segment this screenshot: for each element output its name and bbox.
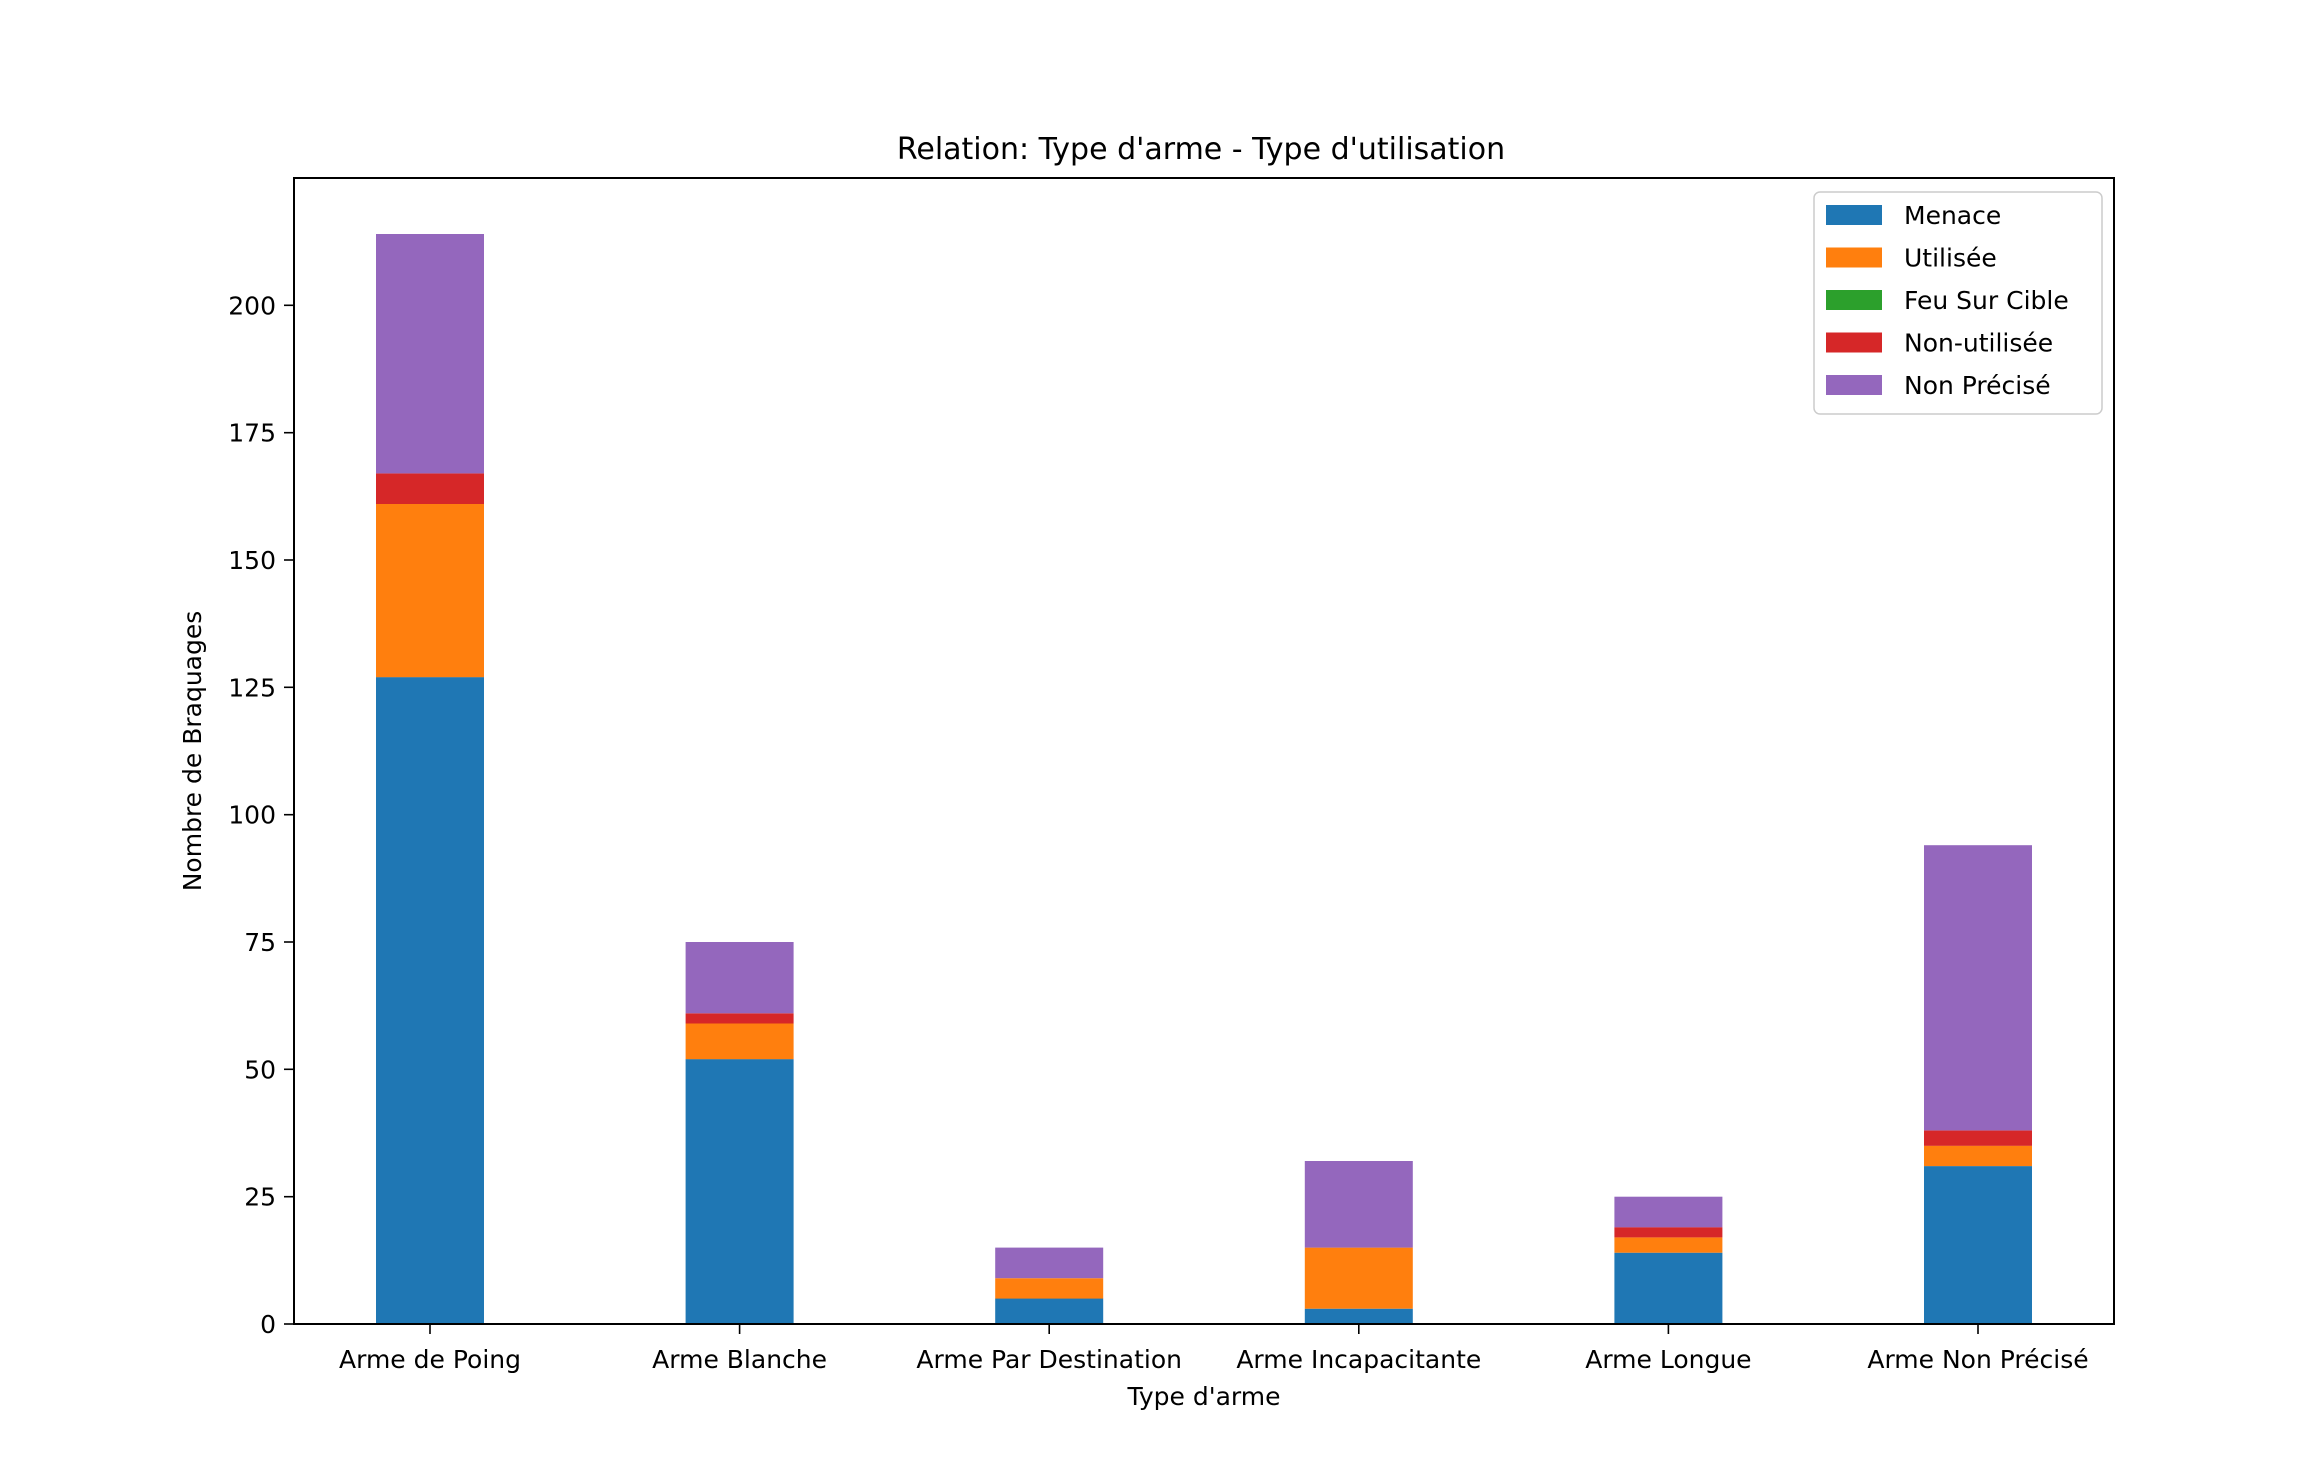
y-tick-label: 200 <box>228 291 276 320</box>
legend-items: Menace Utilisée Feu Sur Cible Non-utilisée N… <box>1826 201 2069 400</box>
bar-segment <box>376 234 484 474</box>
y-tick-label: 50 <box>244 1055 276 1084</box>
x-tick-label: Arme Par Destination <box>916 1345 1182 1374</box>
bar-segment <box>1924 1130 2032 1146</box>
legend-label: Non-utilisée <box>1904 329 2053 358</box>
x-tick-label: Arme Longue <box>1585 1345 1751 1374</box>
y-axis: 0 25 50 75 100 125 150 175 200 <box>228 291 294 1339</box>
bar-segment <box>376 677 484 1324</box>
bar-segment <box>1614 1196 1723 1228</box>
x-axis-label: Type d'arme <box>1126 1382 1280 1411</box>
legend-label: Non Précisé <box>1904 371 2051 400</box>
y-tick-label: 125 <box>228 673 276 702</box>
legend-swatch <box>1826 247 1882 268</box>
y-tick-label: 25 <box>244 1183 276 1212</box>
x-tick-label: Arme Blanche <box>652 1345 827 1374</box>
bar-segment <box>685 1013 794 1024</box>
bar-segment <box>1304 1247 1413 1309</box>
y-axis-label: Nombre de Braquages <box>178 611 207 892</box>
chart-title: Relation: Type d'arme - Type d'utilisati… <box>897 132 1505 167</box>
legend-swatch <box>1826 290 1882 310</box>
bar-segment <box>685 1059 794 1324</box>
x-axis: Arme de Poing Arme Blanche Arme Par Destin… <box>339 1324 2089 1374</box>
legend-label: Menace <box>1904 201 2001 230</box>
legend-swatch <box>1826 205 1882 225</box>
x-tick-label: Arme de Poing <box>339 1345 521 1374</box>
bar-segment <box>1614 1237 1723 1253</box>
x-tick-label: Arme Incapacitante <box>1236 1345 1481 1374</box>
bar-segment <box>1304 1161 1413 1248</box>
bars-layer <box>376 234 2032 1324</box>
bar-segment <box>1924 845 2032 1131</box>
y-tick-label: 150 <box>228 546 276 575</box>
legend: Menace Utilisée Feu Sur Cible Non-utilisée N… <box>1813 191 2103 415</box>
bar-segment <box>995 1278 1104 1299</box>
bar-segment <box>1614 1227 1723 1238</box>
bar-segment <box>1304 1308 1413 1324</box>
legend-swatch <box>1826 332 1882 353</box>
x-tick-label: Arme Non Précisé <box>1867 1345 2088 1374</box>
legend-swatch <box>1826 375 1882 395</box>
legend-label: Feu Sur Cible <box>1904 286 2069 315</box>
bar-segment <box>995 1298 1104 1324</box>
legend-box <box>1813 191 2103 415</box>
y-tick-label: 100 <box>228 801 276 830</box>
bar-segment <box>685 1023 794 1060</box>
bar-segment <box>1614 1252 1723 1324</box>
y-tick-label: 175 <box>228 419 276 448</box>
plot-frame <box>293 177 2115 1325</box>
bar-segment <box>685 942 794 1014</box>
bar-segment <box>376 473 484 504</box>
legend-label: Utilisée <box>1904 244 1997 273</box>
y-tick-label: 75 <box>244 928 276 957</box>
bar-segment <box>995 1247 1104 1279</box>
bar-segment <box>1924 1166 2032 1324</box>
y-tick-label: 0 <box>260 1310 276 1339</box>
bar-segment <box>1924 1145 2032 1167</box>
bar-segment <box>376 504 484 678</box>
